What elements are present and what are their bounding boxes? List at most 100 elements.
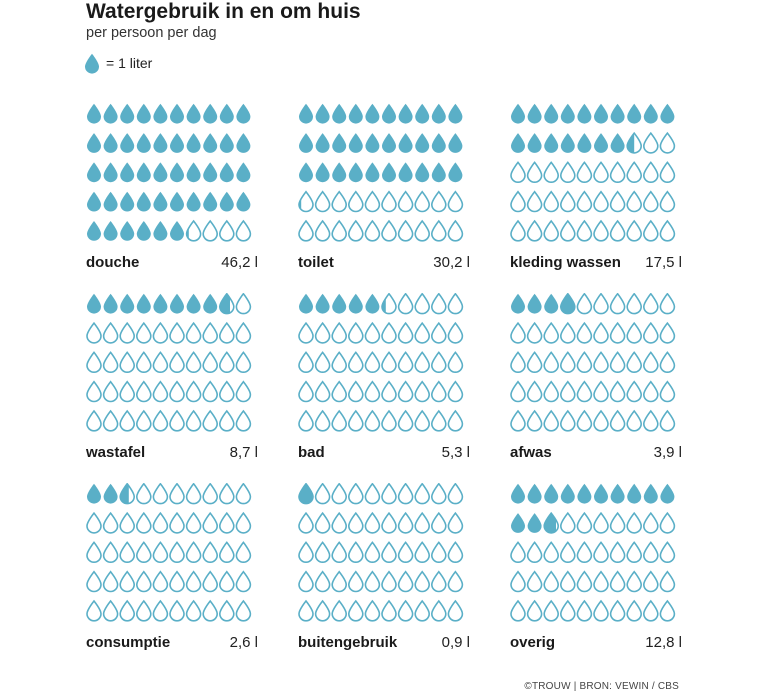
drop-empty [543, 599, 560, 622]
drop-full [560, 483, 575, 504]
drop-empty [119, 409, 136, 432]
drop-empty [235, 351, 252, 373]
drop-empty [543, 409, 560, 432]
value-label: 2,6 l [229, 634, 258, 651]
drop-empty [559, 541, 576, 563]
drop-empty [397, 219, 414, 242]
drop-empty [298, 511, 314, 534]
drop-full [136, 293, 151, 314]
drop-empty [414, 190, 430, 213]
drop-empty [593, 219, 609, 242]
drop-empty [626, 293, 642, 315]
drop-full [299, 133, 313, 153]
drop-empty [626, 409, 642, 432]
drop-empty [659, 380, 676, 403]
drop-full [382, 133, 396, 153]
drop-empty [381, 409, 397, 432]
drop-full [87, 221, 101, 241]
drop-grid [510, 483, 676, 622]
drop-empty [119, 380, 136, 403]
drop-empty [609, 293, 626, 315]
drop-empty [86, 351, 102, 373]
drop-empty [119, 511, 136, 534]
drop-empty [643, 511, 659, 534]
drop-empty [185, 321, 202, 344]
category-label: bad [298, 444, 325, 461]
drop-full [544, 483, 559, 504]
drop-empty [526, 351, 543, 373]
legend: = 1 liter [84, 52, 152, 74]
drop-empty [593, 351, 609, 373]
drop-empty [298, 351, 314, 373]
drop-empty [119, 541, 136, 563]
drop-full [315, 103, 330, 124]
drop-empty [364, 599, 381, 622]
drop-empty [626, 190, 642, 213]
drop-empty [659, 293, 676, 315]
drop-full [594, 483, 608, 504]
drop-full [203, 133, 218, 153]
drop-empty [643, 541, 659, 563]
drop-full [236, 103, 251, 124]
drop-full [120, 191, 135, 212]
drop-empty [643, 599, 659, 622]
drop-partial [219, 293, 235, 315]
drop-full [153, 103, 168, 124]
drop-empty [135, 483, 152, 505]
drop-empty [510, 219, 526, 242]
drop-empty [364, 409, 381, 432]
drop-full [103, 483, 118, 504]
drop-full [348, 103, 363, 124]
drop-empty [559, 409, 576, 432]
drop-empty [593, 599, 609, 622]
drop-empty [202, 351, 218, 373]
category-label: douche [86, 254, 140, 271]
drop-empty [152, 483, 169, 505]
drop-empty [659, 190, 676, 213]
drop-full [136, 191, 151, 212]
drop-empty [135, 351, 152, 373]
chart-title: Watergebruik in en om huis [86, 0, 361, 23]
drop-full [643, 483, 658, 504]
drop-empty [626, 599, 642, 622]
drop-empty [447, 483, 464, 505]
drop-empty [219, 511, 235, 534]
drop-full [153, 162, 168, 183]
drop-empty [576, 409, 593, 432]
drop-empty [593, 511, 609, 534]
drop-empty [102, 599, 119, 622]
drop-empty [169, 541, 185, 563]
panel-bad: bad 5,3 l [298, 293, 470, 463]
drop-empty [559, 380, 576, 403]
drop-empty [414, 409, 430, 432]
drop-empty [543, 380, 560, 403]
drop-empty [609, 380, 626, 403]
drop-full [594, 103, 608, 124]
drop-empty [135, 380, 152, 403]
drop-full [299, 293, 313, 314]
drop-full [577, 133, 592, 153]
drop-empty [576, 219, 593, 242]
drop-empty [626, 570, 642, 593]
drop-empty [643, 293, 659, 315]
drop-empty [643, 321, 659, 344]
drop-full [332, 293, 347, 314]
drop-empty [152, 541, 169, 563]
drop-full [103, 221, 118, 241]
drop-full [382, 162, 396, 183]
category-label: kleding wassen [510, 254, 621, 271]
drop-empty [626, 351, 642, 373]
drop-full [511, 133, 525, 153]
drop-empty [593, 293, 609, 315]
drop-full [203, 162, 218, 183]
drop-empty [626, 380, 642, 403]
drop-empty [559, 511, 576, 534]
drop-empty [543, 541, 560, 563]
panel-douche: douche 46,2 l [86, 103, 258, 273]
drop-empty [202, 511, 218, 534]
drop-empty [202, 599, 218, 622]
drop-empty [397, 409, 414, 432]
source-credit: ©TROUW | BRON: VEWIN / CBS [524, 681, 679, 692]
drop-full [527, 133, 542, 153]
drop-empty [364, 511, 381, 534]
